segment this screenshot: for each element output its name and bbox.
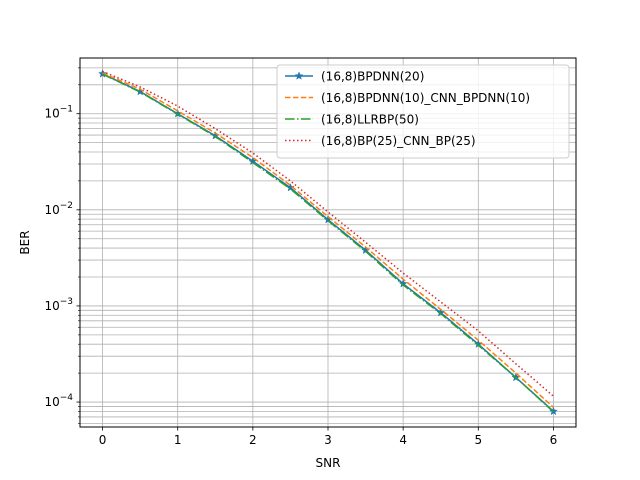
x-tick-label: 5 <box>474 433 482 447</box>
x-tick-label: 1 <box>174 433 182 447</box>
x-tick-label: 3 <box>324 433 332 447</box>
legend-label: (16,8)BPDNN(20) <box>321 70 424 84</box>
legend-label: (16,8)BP(25)_CNN_BP(25) <box>321 134 476 148</box>
series-lines <box>98 69 558 416</box>
x-tick-label: 4 <box>399 433 407 447</box>
y-tick-label: 10−4 <box>44 393 73 409</box>
x-tick-label: 6 <box>550 433 558 447</box>
axis-ticks: 0 1 2 3 4 5 6 10−1 10−2 10−3 10−4 <box>44 67 558 447</box>
x-tick-label: 2 <box>249 433 257 447</box>
data-point <box>285 182 295 192</box>
y-tick-label: 10−3 <box>44 297 73 313</box>
legend-label: (16,8)LLRBP(50) <box>321 113 419 127</box>
y-tick-label: 10−2 <box>44 201 73 217</box>
legend: (16,8)BPDNN(20) (16,8)BPDNN(10)_CNN_BPDNN… <box>276 64 570 159</box>
x-axis-label: SNR <box>316 456 341 470</box>
y-axis-label: BER <box>18 230 32 254</box>
legend-marker <box>294 71 304 80</box>
legend-label: (16,8)BPDNN(10)_CNN_BPDNN(10) <box>321 91 530 105</box>
legend-box <box>276 64 570 159</box>
y-tick-label: 10−1 <box>44 105 73 121</box>
series-line <box>102 72 554 408</box>
x-tick-label: 0 <box>99 433 107 447</box>
series-line <box>102 73 554 413</box>
